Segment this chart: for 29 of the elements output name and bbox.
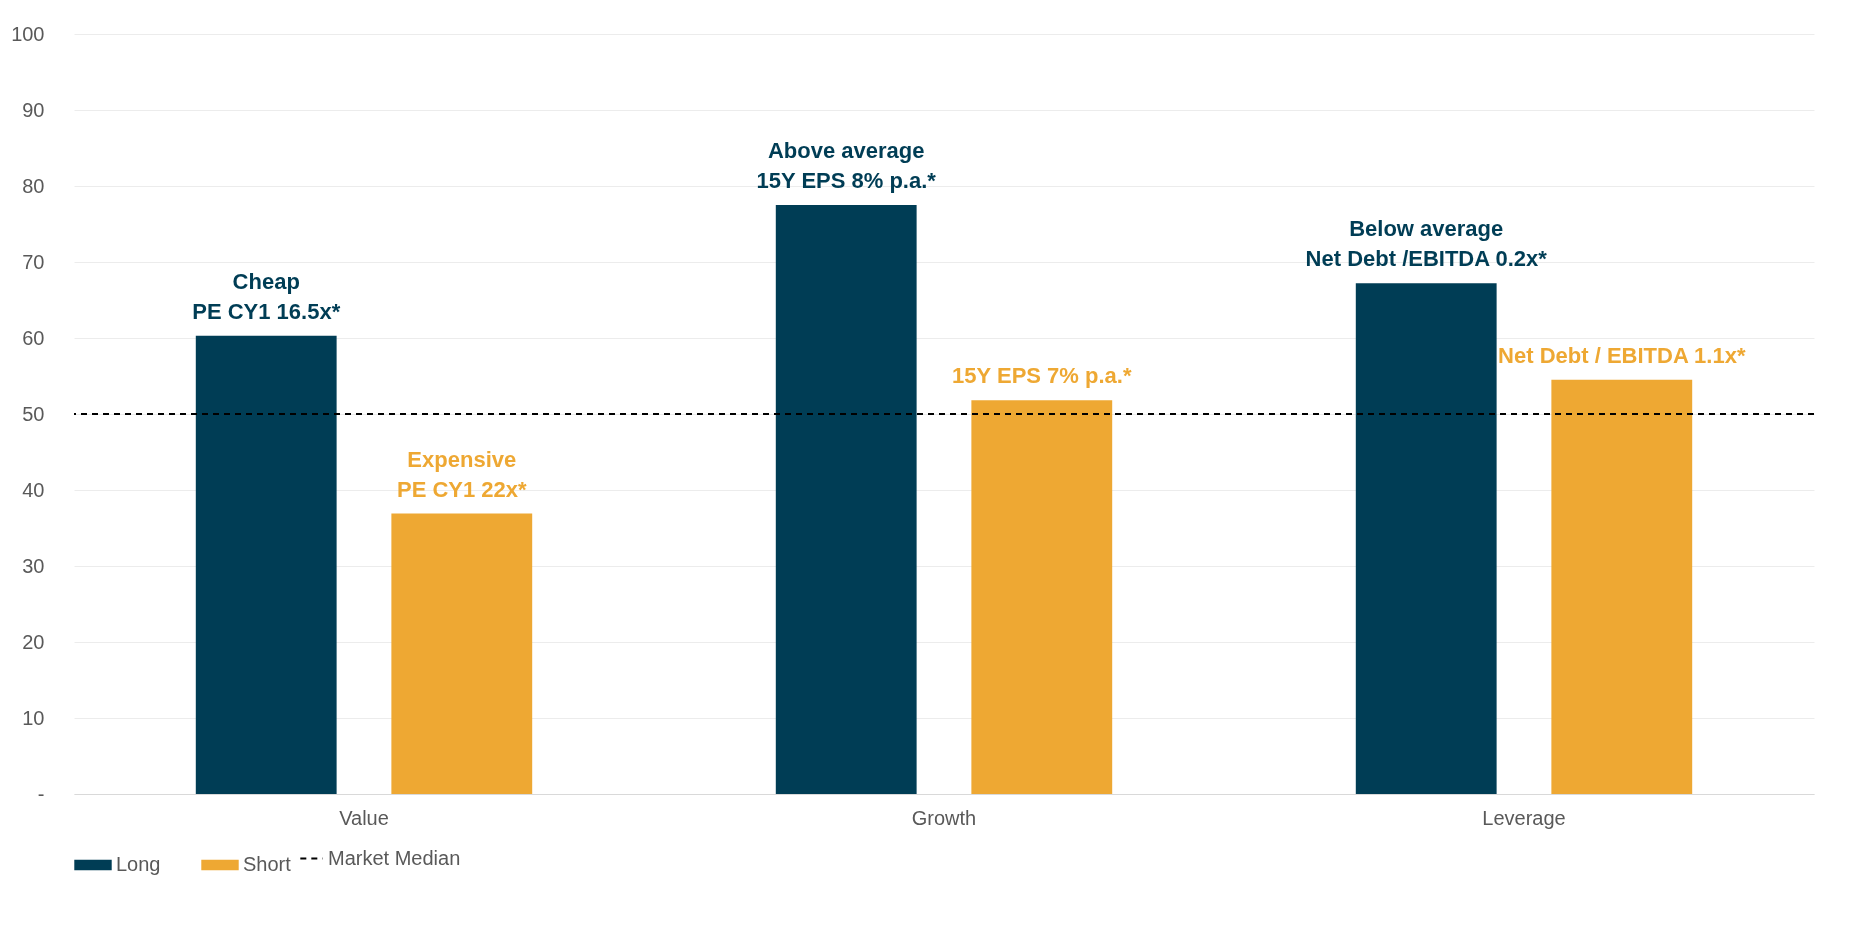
y-tick-label: 70 <box>22 250 45 273</box>
bar <box>775 205 917 794</box>
annotation: Net Debt / EBITDA 1.1x* <box>1498 342 1746 368</box>
annotation: Below average Net Debt /EBITDA 0.2x* <box>1305 216 1548 272</box>
y-tick-label: 30 <box>22 554 45 577</box>
legend-label: Market Median <box>328 846 461 869</box>
annotation: 15Y EPS 7% p.a.* <box>952 363 1132 389</box>
y-tick-label: 60 <box>22 326 45 349</box>
bar <box>391 513 533 794</box>
bar <box>195 335 337 794</box>
legend-label: Short <box>243 853 292 875</box>
annotation: Expensive PE CY1 22x* <box>396 446 528 502</box>
x-tick-label: Leverage <box>1482 806 1566 829</box>
annotation: Cheap PE CY1 16.5x* <box>192 268 341 324</box>
y-tick-label: 10 <box>22 706 45 729</box>
y-tick-label: - <box>37 782 45 805</box>
y-tick-label: 50 <box>22 402 45 425</box>
legend-label: Long <box>116 853 161 875</box>
bar <box>1551 379 1693 794</box>
y-tick-label: 100 <box>11 22 45 45</box>
y-tick-label: 20 <box>22 630 45 653</box>
bar <box>1355 283 1497 794</box>
y-tick-label: 80 <box>22 174 45 197</box>
bar <box>971 400 1113 794</box>
y-tick-label: 90 <box>22 98 45 121</box>
y-tick-label: 40 <box>22 478 45 501</box>
x-tick-label: Growth <box>911 806 977 829</box>
x-tick-label: Value <box>339 806 389 829</box>
annotation: Above average 15Y EPS 8% p.a.* <box>756 138 937 193</box>
